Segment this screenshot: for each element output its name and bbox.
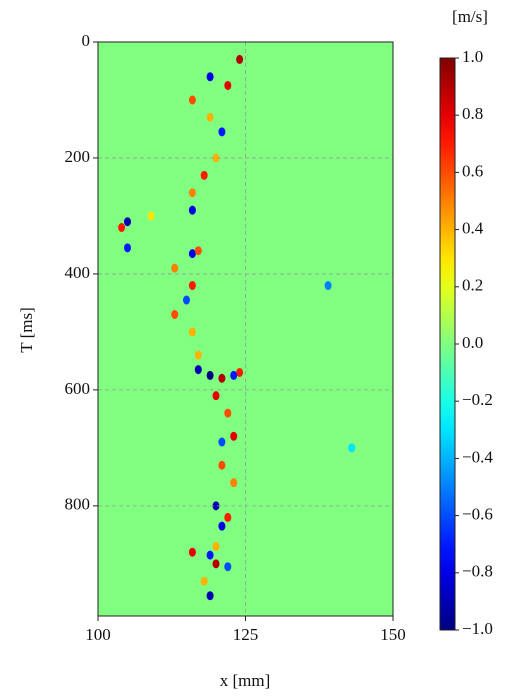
colorbar-tick-label: 0.0 bbox=[462, 333, 483, 352]
heatmap-cell bbox=[218, 460, 226, 470]
heatmap-cell bbox=[224, 408, 232, 418]
colorbar-tick-label: 0.4 bbox=[462, 219, 484, 238]
plot-frame bbox=[97, 41, 394, 617]
x-tick-label: 100 bbox=[85, 625, 111, 644]
colorbar-tick-label: −1.0 bbox=[462, 619, 493, 638]
heatmap-cell bbox=[218, 437, 226, 447]
heatmap-cell bbox=[230, 370, 238, 380]
heatmap-cell bbox=[212, 391, 220, 401]
y-axis-label: T [ms] bbox=[17, 307, 36, 353]
colorbar-tick-label: −0.8 bbox=[462, 562, 493, 581]
heatmap-cell bbox=[224, 562, 232, 572]
y-tick-label: 0 bbox=[82, 31, 91, 50]
colorbar-tick-label: 0.8 bbox=[462, 104, 483, 123]
x-tick-label: 125 bbox=[233, 625, 259, 644]
heatmap-cell bbox=[124, 243, 131, 253]
heatmap-cell bbox=[188, 281, 196, 291]
heatmap-cell bbox=[200, 576, 208, 586]
heatmap-cell bbox=[118, 223, 126, 233]
heatmap-cell bbox=[200, 170, 208, 180]
heatmap-cell bbox=[224, 512, 232, 522]
heatmap-cell bbox=[147, 211, 155, 221]
heatmap-cell bbox=[188, 249, 196, 259]
x-axis-label: x [mm] bbox=[220, 671, 271, 690]
heatmap-cell bbox=[212, 541, 220, 551]
heatmap-cell bbox=[230, 478, 238, 488]
heatmap-cell bbox=[188, 547, 196, 557]
heatmap-cell bbox=[236, 54, 244, 64]
heatmap-cell bbox=[212, 501, 220, 511]
heatmap-cell bbox=[206, 550, 214, 560]
heatmap-cell bbox=[212, 153, 220, 163]
heatmap-cell bbox=[206, 112, 214, 122]
colorbar-label: [m/s] bbox=[452, 7, 488, 26]
colorbar bbox=[439, 57, 456, 631]
heatmap-cell bbox=[206, 72, 214, 82]
heatmap-cell bbox=[183, 295, 190, 305]
x-tick-label: 150 bbox=[380, 625, 406, 644]
colorbar-tick-label: −0.4 bbox=[462, 447, 493, 466]
y-tick-label: 400 bbox=[65, 263, 91, 282]
colorbar-tick-label: 1.0 bbox=[462, 47, 483, 66]
heatmap-cell bbox=[324, 281, 332, 291]
heatmap-cell bbox=[188, 95, 196, 105]
heatmap-cell bbox=[194, 350, 202, 360]
heatmap-cell bbox=[188, 327, 196, 337]
heatmap-cell bbox=[171, 310, 179, 320]
heatmap-cell bbox=[236, 367, 244, 377]
colorbar-tick-label: 0.6 bbox=[462, 161, 483, 180]
heatmap-cell bbox=[124, 217, 131, 227]
heatmap-cell bbox=[348, 443, 356, 453]
heatmap-cell bbox=[218, 127, 226, 137]
heatmap-cell bbox=[206, 591, 214, 601]
colorbar-tick-label: −0.6 bbox=[462, 505, 493, 524]
y-tick-label: 800 bbox=[65, 495, 91, 514]
heatmap-cell bbox=[218, 521, 226, 531]
heatmap-cell bbox=[188, 205, 196, 215]
heatmap-cell bbox=[230, 431, 238, 441]
y-tick-label: 600 bbox=[65, 379, 91, 398]
colorbar-tick-label: −0.2 bbox=[462, 390, 493, 409]
heatmap-cell bbox=[224, 80, 232, 90]
y-tick-label: 200 bbox=[65, 147, 91, 166]
colorbar-tick-label: 0.2 bbox=[462, 276, 483, 295]
heatmap-cell bbox=[218, 373, 226, 383]
heatmap-cell bbox=[188, 188, 196, 198]
heatmap-cell bbox=[212, 559, 220, 569]
heatmap-cell bbox=[171, 263, 179, 273]
heatmap-cell bbox=[194, 365, 202, 375]
heatmap-cell bbox=[206, 370, 214, 380]
heatmap-cell bbox=[194, 246, 202, 256]
